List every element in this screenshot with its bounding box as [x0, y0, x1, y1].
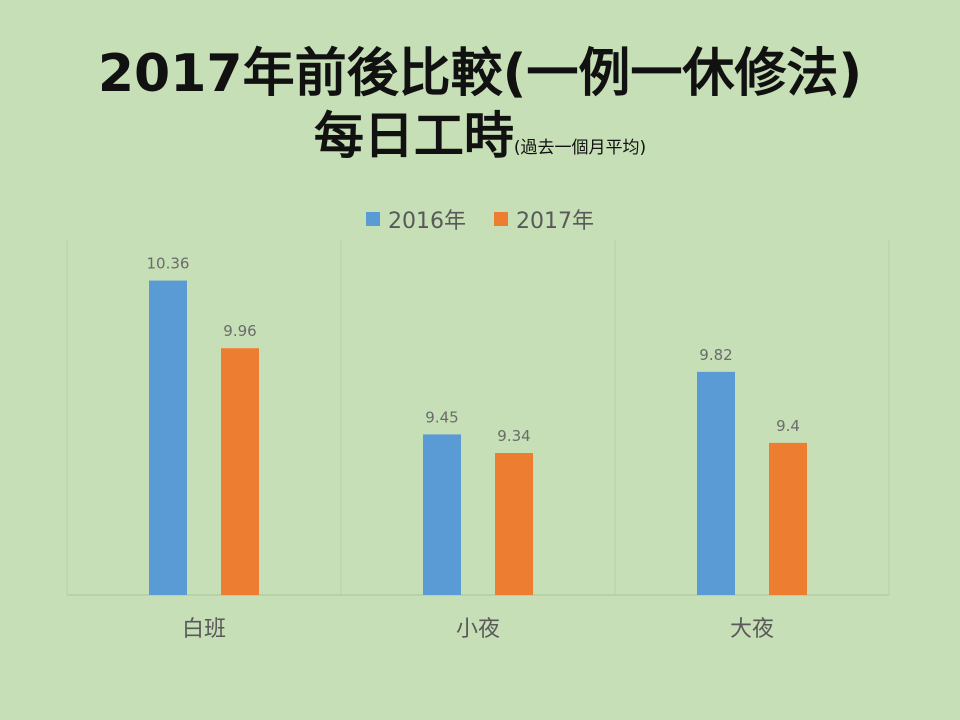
- legend-item-2016: 2016年: [366, 203, 466, 235]
- data-label-1-1: 9.34: [497, 427, 530, 445]
- bar-1-0: [221, 348, 259, 595]
- data-label-0-0: 10.36: [147, 255, 190, 273]
- data-label-0-2: 9.82: [699, 346, 732, 364]
- legend-swatch-2016: [366, 212, 380, 226]
- data-label-1-0: 9.96: [223, 322, 256, 340]
- legend-label-2016: 2016年: [388, 209, 466, 234]
- data-label-0-1: 9.45: [425, 408, 458, 426]
- category-label-1: 小夜: [456, 617, 500, 642]
- bar-0-1: [423, 434, 461, 595]
- bar-0-2: [697, 371, 735, 595]
- legend-swatch-2017: [494, 212, 508, 226]
- data-label-1-2: 9.4: [776, 417, 800, 435]
- subtitle-note: (過去一個月平均): [513, 138, 647, 158]
- legend-label-2017: 2017年: [516, 209, 594, 234]
- chart-legend: 2016年 2017年: [0, 203, 960, 235]
- bar-1-2: [769, 442, 807, 595]
- bar-1-1: [495, 453, 533, 595]
- bar-0-0: [149, 280, 187, 595]
- chart-title: 2017年前後比較(一例一休修法): [97, 44, 863, 104]
- category-label-2: 大夜: [730, 617, 774, 642]
- chart-subtitle: 每日工時(過去一個月平均): [0, 108, 960, 176]
- category-label-0: 白班: [182, 617, 226, 642]
- subtitle-main: 每日工時: [313, 107, 514, 165]
- legend-item-2017: 2017年: [494, 203, 594, 235]
